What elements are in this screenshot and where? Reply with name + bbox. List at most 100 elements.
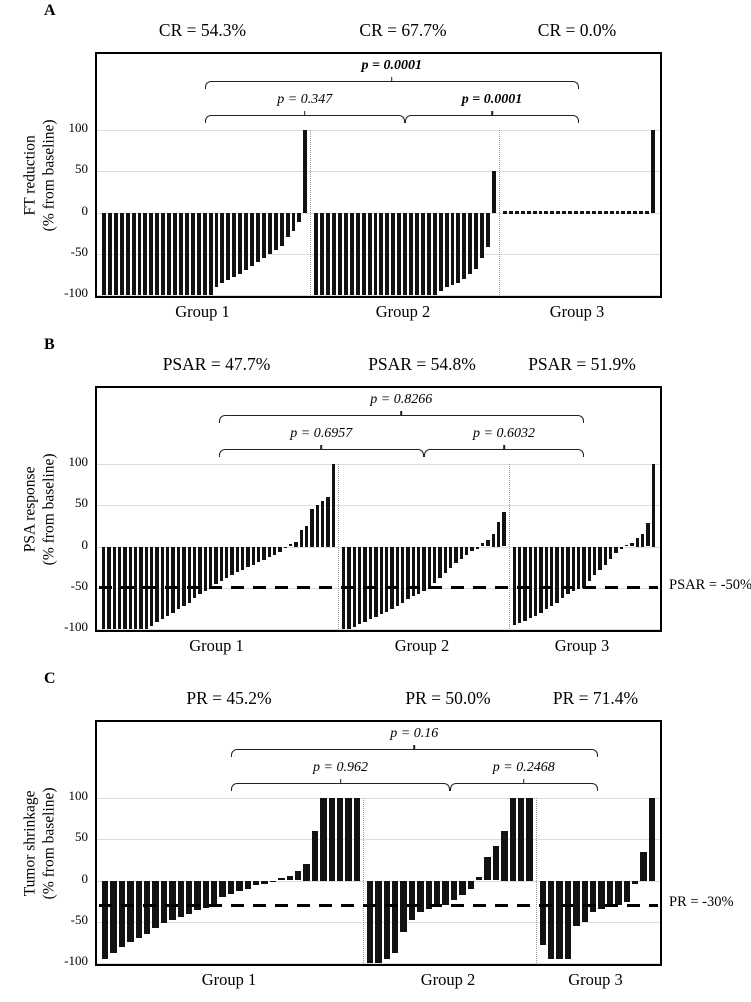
bar bbox=[615, 880, 622, 906]
bar bbox=[390, 546, 394, 610]
bar bbox=[273, 212, 278, 250]
bar bbox=[592, 546, 597, 576]
bar-slot bbox=[279, 130, 284, 295]
y-tick-label: -100 bbox=[64, 619, 88, 634]
bar bbox=[392, 880, 399, 954]
bar-slot bbox=[250, 130, 254, 295]
bar bbox=[373, 212, 378, 295]
bar bbox=[571, 546, 575, 592]
bar bbox=[579, 211, 584, 214]
bar-slot bbox=[331, 464, 336, 629]
bar-slot bbox=[361, 130, 366, 295]
bar-slot bbox=[134, 464, 138, 629]
bar-slot bbox=[432, 130, 437, 295]
bar bbox=[155, 546, 159, 623]
bar bbox=[645, 211, 650, 214]
bar-slot bbox=[155, 130, 160, 295]
bar-slot bbox=[427, 464, 431, 629]
response-rate-label: CR = 67.7% bbox=[359, 20, 447, 40]
y-tick-label: 0 bbox=[81, 202, 89, 218]
bar-slot bbox=[383, 798, 391, 963]
bar-slot bbox=[273, 464, 277, 629]
bar bbox=[211, 880, 218, 906]
bar-slot bbox=[338, 130, 342, 295]
bar bbox=[192, 546, 197, 599]
bar bbox=[443, 546, 447, 573]
bar-slot bbox=[160, 798, 168, 963]
group-separator bbox=[362, 798, 364, 963]
bar bbox=[278, 546, 282, 553]
bar-slot bbox=[627, 130, 632, 295]
bar bbox=[526, 798, 533, 881]
bar-slot bbox=[230, 464, 234, 629]
bar bbox=[562, 211, 567, 214]
bar-slot bbox=[118, 798, 126, 963]
bar-slot bbox=[576, 464, 581, 629]
bar-slot bbox=[185, 798, 193, 963]
bar-slot bbox=[232, 130, 237, 295]
bar-slot bbox=[169, 798, 176, 963]
gridline bbox=[97, 130, 660, 131]
bar-slot bbox=[203, 464, 207, 629]
bracket-center-tick bbox=[320, 445, 323, 450]
bar-slot bbox=[566, 464, 570, 629]
bar bbox=[615, 211, 620, 214]
bar-slot bbox=[603, 464, 607, 629]
bar bbox=[315, 505, 320, 547]
bar bbox=[253, 880, 260, 886]
bar-slot bbox=[395, 464, 399, 629]
bar-slot bbox=[289, 464, 293, 629]
bar bbox=[384, 546, 389, 612]
bar bbox=[363, 546, 367, 622]
bar-slot bbox=[501, 798, 508, 963]
panel-letter: A bbox=[44, 2, 56, 19]
bars-area bbox=[99, 130, 658, 295]
bar bbox=[432, 546, 437, 583]
bar-slot bbox=[415, 130, 419, 295]
gridline bbox=[97, 212, 660, 214]
bar-slot bbox=[236, 798, 243, 963]
bar bbox=[640, 534, 645, 547]
bar-slot bbox=[438, 464, 442, 629]
bar-slot bbox=[497, 464, 501, 629]
bar-slot bbox=[523, 464, 527, 629]
y-tick-label: 100 bbox=[68, 120, 89, 135]
threshold-label: PSAR = -50% bbox=[669, 576, 751, 593]
bar bbox=[409, 212, 414, 295]
bar bbox=[349, 212, 354, 295]
bar-slot bbox=[291, 130, 296, 295]
bar bbox=[497, 521, 501, 547]
bar-slot bbox=[450, 130, 455, 295]
bar-slot bbox=[208, 464, 213, 629]
bar bbox=[609, 211, 614, 214]
bar-slot bbox=[538, 130, 543, 295]
bar bbox=[456, 212, 461, 283]
bar-slot bbox=[375, 798, 382, 963]
comparison-bracket bbox=[231, 779, 450, 791]
bar-slot bbox=[171, 464, 175, 629]
y-tick-label: -50 bbox=[70, 577, 88, 593]
bar-slot bbox=[492, 798, 500, 963]
bar bbox=[585, 211, 590, 214]
bar-slot bbox=[502, 130, 507, 295]
plot-area: p = 0.0001 p = 0.347 p = 0.0001 bbox=[95, 52, 662, 298]
bar-slot bbox=[526, 798, 533, 963]
bar bbox=[286, 875, 293, 881]
bar bbox=[465, 546, 469, 555]
bar bbox=[202, 212, 207, 295]
bar-slot bbox=[123, 464, 127, 629]
bracket-center-tick bbox=[303, 111, 306, 116]
bar-slot bbox=[166, 464, 170, 629]
bar bbox=[417, 880, 424, 912]
bar-slot bbox=[219, 798, 226, 963]
bar bbox=[190, 212, 195, 295]
bar bbox=[102, 212, 106, 295]
bar-slot bbox=[450, 798, 458, 963]
bar bbox=[326, 212, 331, 295]
comparison-bracket bbox=[405, 111, 579, 123]
bar-slot bbox=[615, 130, 620, 295]
bar-slot bbox=[470, 464, 474, 629]
bar bbox=[261, 212, 266, 258]
bar-slot bbox=[550, 464, 554, 629]
bar bbox=[256, 546, 261, 563]
